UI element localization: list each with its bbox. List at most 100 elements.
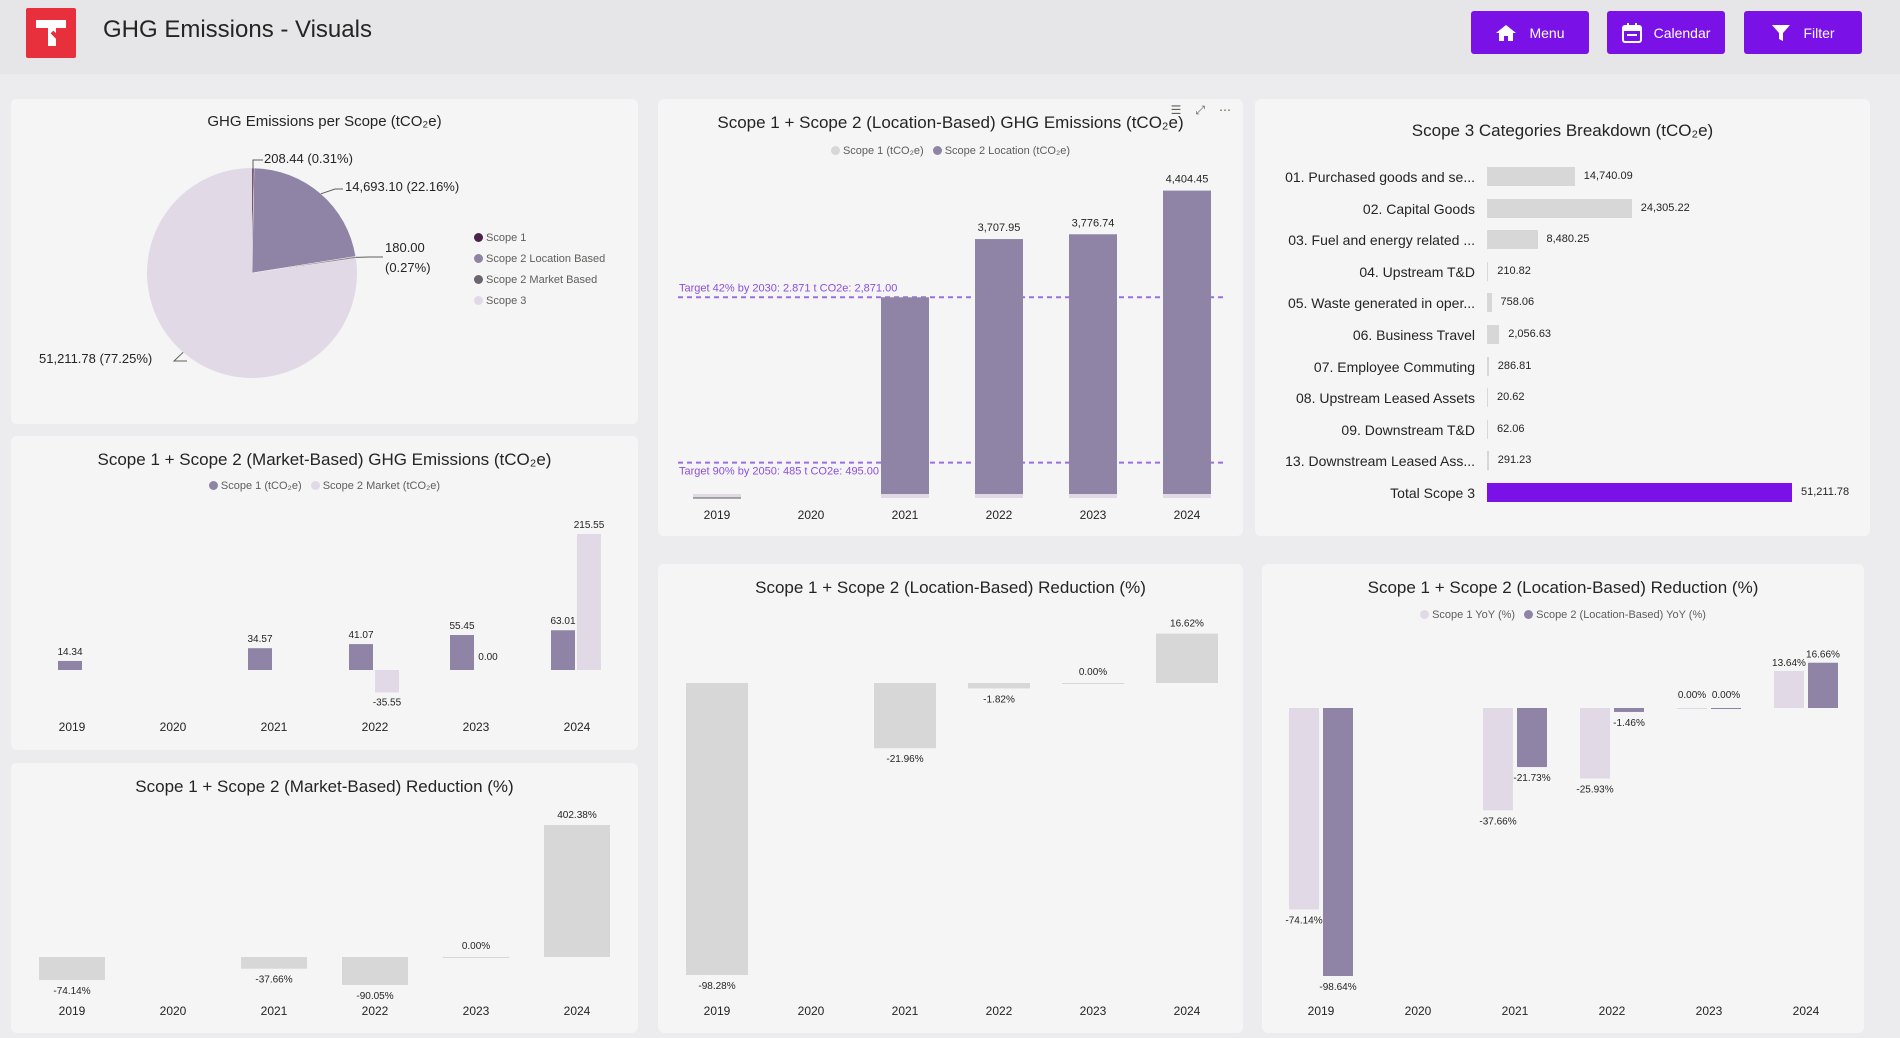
bar-scope2-yoy — [1808, 662, 1838, 708]
scope3-row[interactable]: 08. Upstream Leased Assets 20.62 — [1255, 386, 1855, 410]
data-label: -37.66% — [1479, 816, 1516, 827]
bar-scope1 — [551, 630, 575, 670]
x-tick-label: 2019 — [59, 1004, 86, 1018]
data-label: 3,707.95 — [978, 222, 1021, 234]
scope3-row[interactable]: 06. Business Travel 2,056.63 — [1255, 323, 1855, 347]
legend-item[interactable]: Scope 2 Location (tCO₂e) — [932, 145, 1070, 157]
data-label: 16.66% — [1806, 650, 1840, 661]
data-label: 0.00% — [1712, 690, 1740, 701]
legend-scope2-location[interactable]: Scope 2 Location Based — [474, 253, 605, 265]
scope3-row[interactable]: Total Scope 3 51,211.78 — [1255, 481, 1855, 505]
legend-item[interactable]: Scope 2 Market (tCO₂e) — [310, 480, 440, 492]
bar — [1062, 683, 1124, 684]
scope3-value-label: 291.23 — [1497, 454, 1532, 467]
x-tick-label: 2019 — [59, 720, 86, 734]
scope3-row[interactable]: 02. Capital Goods 24,305.22 — [1255, 197, 1855, 221]
data-label: 402.38% — [557, 810, 597, 821]
data-label: 41.07 — [348, 630, 373, 641]
scope3-value-label: 286.81 — [1497, 359, 1532, 372]
x-tick-label: 2021 — [892, 508, 919, 522]
data-label: 63.01 — [550, 616, 575, 627]
bar-scope2-yoy — [1711, 708, 1741, 709]
yoy-chart: -74.14% -98.64% 2019 2020 -37.66% -21.73% 2021… — [1285, 650, 1840, 1018]
yoy-title: Scope 1 + Scope 2 (Location-Based) Reduc… — [1367, 578, 1759, 597]
bar-scope1 — [1163, 494, 1211, 498]
scope3-bar — [1487, 293, 1492, 313]
scope3-row[interactable]: 05. Waste generated in oper... 758.06 — [1255, 291, 1855, 315]
x-tick-label: 2021 — [1502, 1004, 1529, 1018]
home-icon — [1496, 24, 1517, 41]
pie-title: GHG Emissions per Scope (tCO₂e) — [207, 113, 442, 130]
legend-label: Scope 1 (tCO₂e) — [842, 145, 924, 157]
market-emissions-legend: Scope 1 (tCO₂e) Scope 2 Market (tCO₂e) — [11, 480, 638, 492]
yoy-panel: Scope 1 + Scope 2 (Location-Based) Reduc… — [1262, 564, 1864, 1033]
data-label: -90.05% — [356, 991, 393, 1002]
x-tick-label: 2021 — [892, 1004, 919, 1018]
scope3-bar — [1487, 388, 1488, 408]
legend-item[interactable]: Scope 1 (tCO₂e) — [208, 480, 302, 492]
x-tick-label: 2024 — [564, 720, 591, 734]
data-label: -74.14% — [1285, 915, 1322, 926]
calendar-icon — [1621, 22, 1642, 43]
scope3-category-label: 07. Employee Commuting — [1313, 358, 1475, 375]
scope3-category-label: 09. Downstream T&D — [1341, 421, 1475, 438]
data-label: 34.57 — [247, 634, 272, 645]
x-tick-label: 2020 — [160, 720, 187, 734]
calendar-button[interactable]: Calendar — [1607, 11, 1725, 54]
location-emissions-legend: Scope 1 (tCO₂e) Scope 2 Location (tCO₂e) — [658, 145, 1243, 157]
legend-item[interactable]: Scope 2 (Location-Based) YoY (%) — [1524, 609, 1706, 621]
data-label: -35.55 — [373, 697, 402, 708]
scope3-row[interactable]: 04. Upstream T&D 210.82 — [1255, 260, 1855, 284]
legend-dot-scope1 — [474, 233, 483, 242]
focus-mode-icon[interactable]: ⤢ — [1195, 103, 1205, 117]
bar — [443, 957, 509, 958]
bar-scope2-location — [881, 297, 929, 494]
scope3-value-label: 2,056.63 — [1508, 328, 1552, 340]
x-tick-label: 2019 — [704, 1004, 731, 1018]
scope3-row[interactable]: 03. Fuel and energy related ... 8,480.25 — [1255, 228, 1855, 252]
bar — [968, 683, 1030, 689]
data-label: 55.45 — [449, 621, 474, 632]
filter-visual-icon[interactable]: ☰ — [1170, 103, 1182, 117]
legend-item[interactable]: Scope 1 (tCO₂e) — [830, 145, 924, 157]
scope3-bar — [1487, 325, 1500, 344]
calendar-button-label: Calendar — [1653, 24, 1711, 41]
scope3-row[interactable]: 09. Downstream T&D 62.06 — [1255, 418, 1855, 442]
scope3-row[interactable]: 07. Employee Commuting 286.81 — [1255, 355, 1855, 379]
location-emissions-panel: ☰ ⤢ ⋯ Scope 1 + Scope 2 (Location-Based)… — [658, 99, 1243, 536]
scope3-value-label: 14,740.09 — [1583, 170, 1633, 182]
menu-button[interactable]: Menu — [1471, 11, 1589, 54]
data-label: 0.00% — [1678, 690, 1706, 701]
bar-scope1-yoy — [1677, 708, 1707, 709]
data-label: 0.00 — [478, 652, 498, 663]
bar-scope1 — [248, 648, 272, 670]
legend-scope3[interactable]: Scope 3 — [474, 295, 605, 307]
data-label: -21.96% — [886, 754, 923, 765]
legend-scope1[interactable]: Scope 1 — [474, 232, 605, 244]
scope3-row[interactable]: 01. Purchased goods and se... 14,740.09 — [1255, 165, 1855, 189]
scope3-bar — [1487, 230, 1538, 250]
bar — [39, 957, 105, 981]
filter-button[interactable]: Filter — [1744, 11, 1862, 54]
x-tick-label: 2024 — [564, 1004, 591, 1018]
bar-scope2-yoy — [1614, 708, 1644, 712]
more-options-icon[interactable]: ⋯ — [1219, 103, 1231, 117]
yoy-legend: Scope 1 YoY (%) Scope 2 (Location-Based)… — [1262, 609, 1864, 621]
x-tick-label: 2023 — [1080, 1004, 1107, 1018]
scope3-category-label: 01. Purchased goods and se... — [1285, 169, 1475, 185]
bar-scope1-yoy — [1483, 708, 1513, 811]
scope3-category-label: 05. Waste generated in oper... — [1287, 295, 1475, 312]
legend-item[interactable]: Scope 1 YoY (%) — [1420, 609, 1515, 621]
x-tick-label: 2020 — [798, 508, 825, 522]
scope3-bar — [1487, 167, 1575, 186]
legend-scope2-market[interactable]: Scope 2 Market Based — [474, 274, 605, 286]
scope3-row[interactable]: 13. Downstream Leased Ass... 291.23 — [1255, 449, 1855, 473]
company-logo — [26, 8, 76, 58]
x-tick-label: 2024 — [1174, 1004, 1201, 1018]
x-tick-label: 2021 — [261, 720, 288, 734]
legend-label: Scope 1 — [486, 232, 527, 244]
menu-button-label: Menu — [1529, 24, 1565, 41]
market-emissions-chart: 14.34 2019 2020 34.57 2021 41.07 -35.55 2022 55.… — [57, 520, 604, 734]
bar-scope2-market — [577, 534, 601, 670]
bar-scope2-yoy — [1517, 708, 1547, 768]
